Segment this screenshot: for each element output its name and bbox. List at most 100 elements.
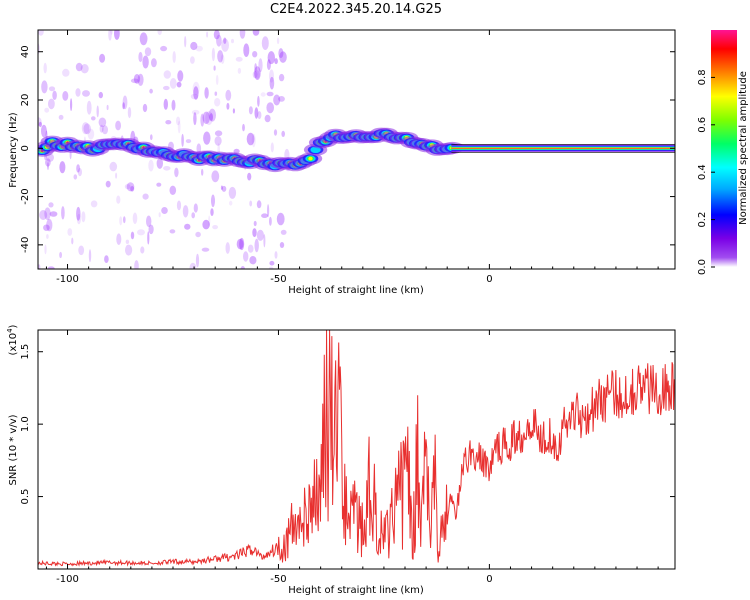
snr-panel: -100 -50 0 0.5 1.0 1.5 Height of straight lin… — [6, 324, 676, 596]
noise-speckle — [257, 95, 260, 107]
noise-speckle — [176, 116, 181, 126]
noise-speckle — [210, 208, 214, 217]
noise-speckle — [229, 200, 233, 206]
noise-speckle — [257, 111, 262, 120]
noise-speckle — [208, 215, 211, 227]
noise-speckle — [191, 109, 200, 115]
noise-speckle — [276, 37, 280, 45]
noise-speckle — [267, 51, 275, 65]
noise-speckle — [88, 249, 92, 263]
noise-speckle — [160, 45, 168, 52]
noise-speckle — [220, 54, 225, 64]
noise-speckle — [264, 114, 271, 123]
noise-speckle — [163, 85, 170, 91]
noise-speckle — [116, 195, 121, 204]
noise-speckle — [126, 182, 135, 192]
noise-speckle — [91, 116, 96, 121]
colorbar-ticks: 0.0 0.2 0.4 0.6 0.8 — [697, 69, 715, 275]
noise-speckle — [99, 124, 104, 133]
snr-ticks: -100 -50 0 0.5 1.0 1.5 — [20, 330, 675, 585]
noise-speckle — [273, 94, 281, 106]
colorbar-tick-label: 0.2 — [697, 212, 708, 228]
noise-speckle — [216, 34, 222, 47]
noise-speckle — [125, 239, 130, 244]
noise-speckle — [90, 200, 98, 208]
noise-speckle — [221, 185, 227, 192]
noise-speckle — [261, 36, 269, 50]
noise-speckle — [273, 129, 278, 136]
noise-speckle — [98, 91, 104, 99]
noise-speckle — [279, 51, 287, 63]
noise-speckle — [269, 76, 275, 90]
colorbar-tick-label: 0.4 — [697, 164, 708, 180]
noise-speckle — [105, 180, 111, 188]
noise-speckle — [252, 51, 258, 58]
noise-speckle — [109, 161, 118, 172]
noise-speckle — [114, 30, 120, 40]
noise-speckle — [38, 117, 42, 126]
noise-speckle — [212, 225, 219, 230]
noise-speckle — [77, 168, 82, 177]
noise-speckle — [239, 30, 246, 39]
noise-speckle — [274, 58, 278, 65]
noise-speckle — [247, 172, 252, 181]
noise-speckle — [208, 108, 216, 122]
snr-frame — [37, 329, 676, 570]
noise-speckle — [266, 102, 275, 114]
noise-speckle — [225, 242, 230, 254]
noise-speckle — [211, 47, 215, 62]
noise-speckle — [142, 103, 148, 113]
noise-speckle — [157, 30, 162, 36]
noise-speckle — [211, 170, 220, 183]
noise-speckle — [254, 66, 261, 80]
noise-speckle — [214, 97, 221, 107]
noise-speckle — [108, 30, 112, 41]
noise-speckle — [252, 228, 257, 238]
noise-speckle — [43, 224, 50, 231]
noise-speckle — [130, 186, 135, 192]
noise-speckle — [204, 87, 209, 99]
snr-ylabel: SNR (10 * v/v) — [8, 414, 19, 485]
noise-speckle — [249, 200, 253, 207]
noise-speckle — [58, 114, 64, 120]
noise-speckle — [102, 125, 108, 135]
noise-speckle — [147, 231, 150, 245]
noise-speckle — [169, 185, 177, 195]
snr-xlabel: Height of straight line (km) — [288, 585, 424, 596]
noise-speckle — [189, 262, 197, 269]
noise-speckle — [48, 98, 55, 110]
noise-speckle — [156, 157, 163, 169]
noise-speckle — [269, 216, 272, 226]
x-tick-label: -100 — [56, 574, 79, 585]
noise-speckle — [123, 216, 126, 224]
noise-speckle — [104, 255, 109, 263]
noise-speckle — [45, 158, 51, 167]
noise-speckle — [221, 38, 230, 52]
noise-speckle — [261, 213, 269, 218]
noise-speckle — [149, 88, 153, 94]
noise-speckle — [80, 63, 89, 74]
noise-speckle — [38, 264, 41, 269]
noise-speckle — [190, 93, 199, 100]
noise-speckle — [225, 89, 232, 101]
noise-speckle — [278, 48, 284, 59]
noise-speckle — [256, 200, 262, 209]
noise-speckle — [220, 185, 223, 190]
noise-speckle — [266, 59, 271, 71]
noise-speckle — [215, 74, 219, 86]
noise-speckle — [256, 229, 264, 241]
noise-speckle — [41, 124, 47, 138]
spectrogram-ylabel: Frequency (Hz) — [8, 112, 19, 188]
noise-speckle — [202, 111, 210, 125]
noise-speckle — [268, 266, 274, 269]
noise-speckle — [44, 107, 50, 113]
noise-speckle — [191, 212, 195, 219]
noise-speckle — [211, 194, 215, 208]
noise-speckle — [78, 245, 85, 256]
noise-speckle — [122, 102, 125, 110]
noise-speckle — [206, 31, 209, 38]
noise-speckle — [133, 74, 141, 84]
x-tick-label: 0 — [486, 274, 492, 285]
noise-speckle — [217, 50, 224, 63]
